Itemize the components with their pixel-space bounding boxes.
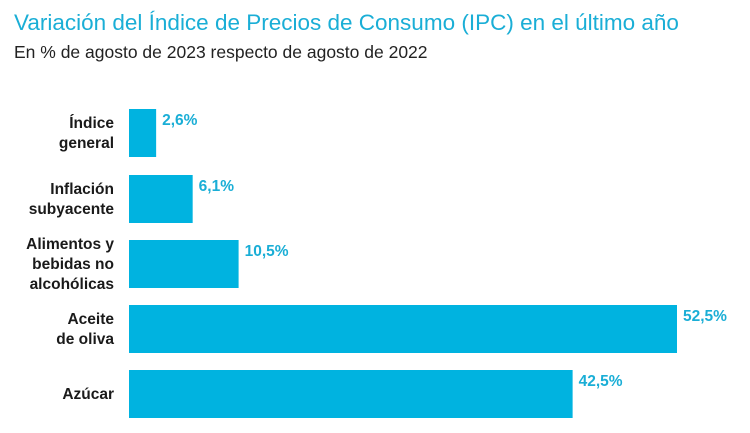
chart-title: Variación del Índice de Precios de Consu… [14,10,679,35]
category-label-line: general [59,135,114,152]
category-label-line: de oliva [56,331,114,348]
value-label: 52,5% [683,308,727,325]
bar [129,240,239,288]
category-label: Aceite de oliva [56,311,114,348]
category-label-line: Inflación [50,181,114,198]
category-label: Índice general [59,115,115,152]
category-label-line: subyacente [29,201,115,218]
bar [129,305,677,353]
category-label-line: alcohólicas [30,276,114,293]
category-label: Inflación subyacente [29,181,115,218]
bar [129,370,573,418]
value-label: 6,1% [199,178,235,195]
category-label-line: Índice [69,115,114,132]
category-label-line: Alimentos y [26,236,114,253]
value-label: 10,5% [245,243,289,260]
value-label: 2,6% [162,112,198,129]
chart-subtitle: En % de agosto de 2023 respecto de agost… [14,42,428,62]
category-label: Azúcar [62,386,114,403]
category-label: Alimentos y bebidas no alcohólicas [26,236,114,293]
category-label-line: bebidas no [32,256,114,273]
bar [129,109,157,157]
category-label-line: Aceite [67,311,114,328]
bar [129,175,193,223]
category-label-line: Azúcar [62,386,114,403]
value-label: 42,5% [579,373,623,390]
